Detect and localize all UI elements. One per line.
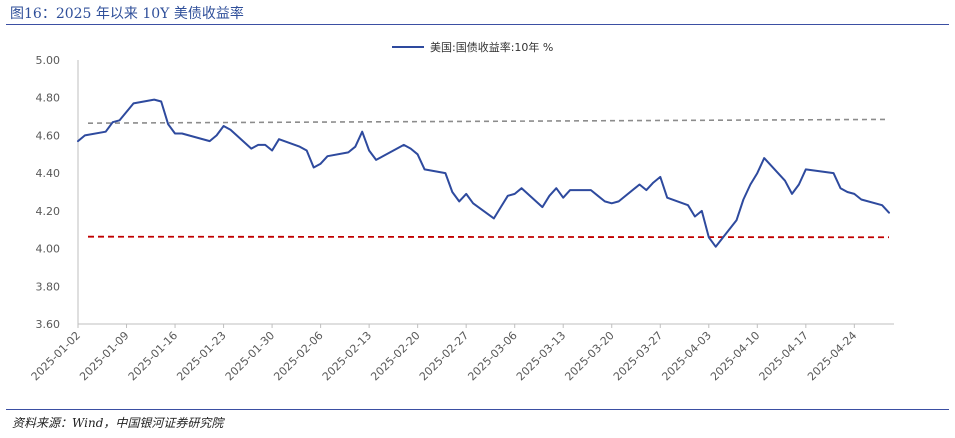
x-tick-label: 2025-03-27 [611, 329, 665, 383]
reference-line [87, 235, 890, 239]
figure-title: 图16：2025 年以来 10Y 美债收益率 [10, 6, 244, 22]
y-tick-label: 4.20 [36, 205, 61, 218]
x-tick-label: 2025-04-24 [805, 329, 859, 383]
x-tick-label: 2025-01-09 [77, 329, 131, 383]
source-note: 资料来源：Wind，中国银河证券研究院 [12, 416, 224, 430]
x-tick-label: 2025-03-20 [562, 329, 616, 383]
y-tick-label: 4.00 [36, 243, 61, 256]
x-tick-label: 2025-04-10 [708, 329, 762, 383]
y-tick-label: 3.80 [36, 280, 61, 293]
x-tick-label: 2025-01-30 [223, 329, 277, 383]
x-tick-label: 2025-03-13 [514, 329, 568, 383]
series-layer [77, 98, 890, 248]
axes: 5.004.804.604.404.204.003.803.602025-01-… [29, 54, 894, 383]
y-tick-label: 4.60 [36, 129, 61, 142]
reference-line [87, 118, 890, 124]
x-tick-label: 2025-02-20 [368, 329, 422, 383]
title-divider [6, 24, 949, 25]
x-tick-label: 2025-04-17 [757, 329, 811, 383]
x-tick-label: 2025-01-16 [126, 329, 180, 383]
x-tick-label: 2025-03-06 [465, 329, 519, 383]
x-tick-label: 2025-04-03 [659, 329, 713, 383]
x-tick-label: 2025-01-23 [174, 329, 228, 383]
footer-divider [6, 409, 949, 410]
y-tick-label: 5.00 [36, 54, 61, 67]
x-tick-label: 2025-01-02 [29, 329, 83, 383]
y-tick-label: 4.80 [36, 92, 61, 105]
legend: 美国:国债收益率:10年 % [392, 40, 553, 54]
series-line [77, 98, 890, 248]
y-tick-label: 4.40 [36, 167, 61, 180]
x-tick-label: 2025-02-27 [417, 329, 471, 383]
y-tick-label: 3.60 [36, 318, 61, 331]
x-tick-label: 2025-02-13 [320, 329, 374, 383]
reference-lines [87, 118, 890, 239]
x-tick-label: 2025-02-06 [271, 329, 325, 383]
legend-label: 美国:国债收益率:10年 % [430, 40, 553, 54]
